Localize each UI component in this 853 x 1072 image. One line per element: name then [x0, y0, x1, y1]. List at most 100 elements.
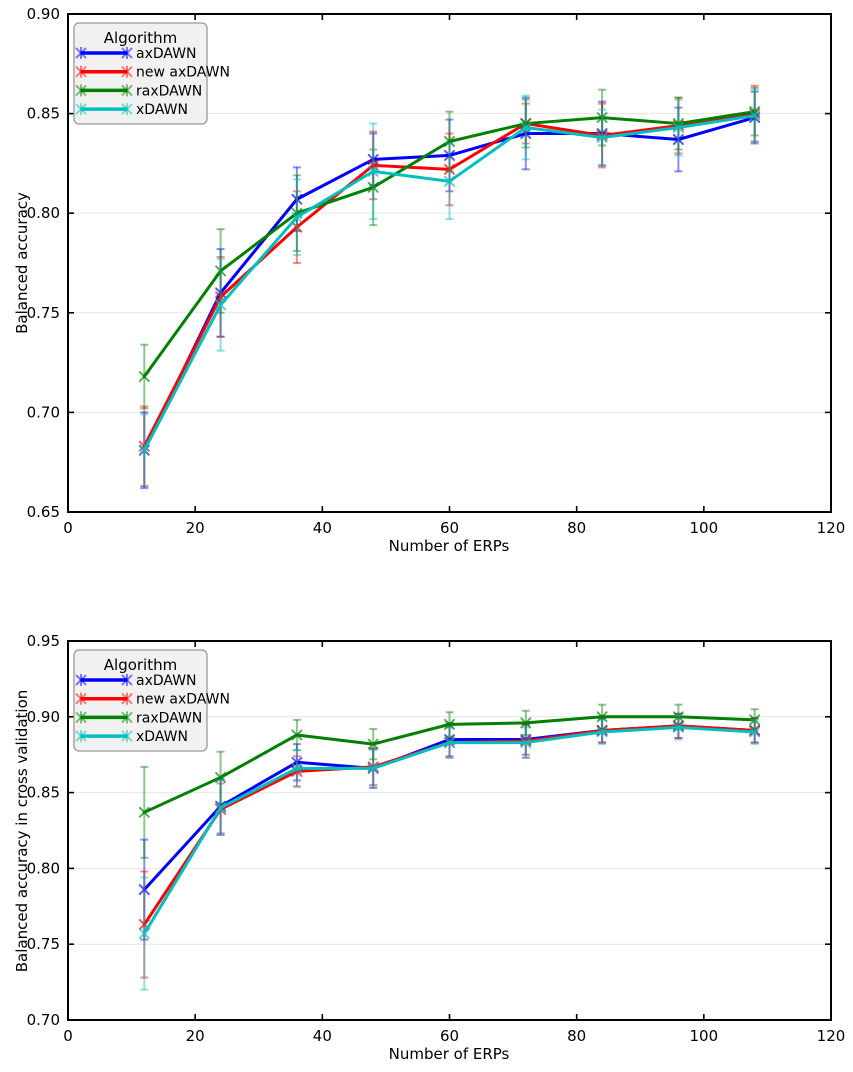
x-tick-label: 120 [817, 519, 846, 537]
data-point-marker [520, 717, 532, 729]
y-tick-label: 0.65 [27, 503, 60, 521]
x-marker-stroke [596, 132, 608, 144]
x-marker-stroke [444, 135, 455, 147]
y-tick-label: 0.80 [27, 859, 60, 877]
data-point-marker [596, 112, 608, 124]
x-marker-stroke [749, 726, 761, 738]
x-tick-label: 100 [690, 519, 719, 537]
data-point-marker [291, 762, 303, 774]
x-tick-label: 20 [186, 519, 205, 537]
data-point-marker [444, 149, 455, 161]
data-point-marker [749, 110, 761, 122]
y-tick-label: 0.75 [27, 304, 60, 322]
data-point-marker [444, 163, 455, 175]
y-tick-label: 0.95 [27, 632, 60, 650]
x-marker-stroke [138, 928, 150, 940]
data-point-marker [749, 724, 761, 736]
x-marker-stroke [596, 726, 608, 738]
legend-item-label: new axDAWN [136, 65, 230, 81]
x-marker-stroke [749, 110, 761, 122]
data-point-marker [444, 135, 455, 147]
x-marker-stroke [520, 717, 532, 729]
data-point-marker [291, 221, 303, 233]
x-marker-stroke [520, 122, 532, 134]
x-marker-stroke [215, 299, 227, 311]
x-tick-label: 120 [817, 1027, 846, 1045]
x-marker-stroke [215, 771, 227, 783]
x-marker-stroke [291, 729, 303, 741]
legend-item-label: raxDAWN [136, 710, 202, 726]
y-tick-label: 0.85 [27, 105, 60, 123]
data-point-marker [672, 721, 684, 733]
x-marker-stroke [367, 762, 379, 774]
data-point-marker [215, 299, 227, 311]
y-tick-label: 0.75 [27, 935, 60, 953]
top-chart-ylabel: Balanced accuracy [13, 192, 31, 334]
bottom-chart-ylabel: Balanced accuracy in cross validation [13, 690, 31, 973]
legend-title: Algorithm [104, 656, 177, 674]
data-point-marker [138, 444, 150, 456]
series-xDAWN [138, 714, 761, 991]
x-marker-stroke [138, 884, 150, 896]
legend-item-label: xDAWN [136, 729, 188, 745]
legend-item-label: raxDAWN [136, 83, 202, 99]
data-point-marker [520, 737, 532, 749]
x-marker-stroke [672, 721, 684, 733]
legend-handle [75, 84, 133, 97]
data-point-marker [520, 122, 532, 134]
x-tick-label: 80 [567, 1027, 586, 1045]
x-marker-stroke [520, 737, 532, 749]
series-raxDAWN [138, 86, 761, 410]
data-point-marker [367, 762, 379, 774]
data-point-marker [444, 737, 455, 749]
x-marker-stroke [520, 118, 532, 130]
legend-item-label: new axDAWN [136, 692, 230, 708]
x-marker-stroke [215, 802, 227, 814]
legend-box [73, 22, 208, 125]
x-marker-stroke [291, 193, 303, 205]
data-point-marker [138, 371, 150, 383]
x-tick-label: 0 [63, 519, 73, 537]
top-chart-xlabel: Number of ERPs [389, 537, 510, 555]
data-point-marker [672, 122, 684, 134]
legend-handle [75, 47, 133, 59]
data-point-marker [215, 802, 227, 814]
x-marker-stroke [367, 165, 379, 177]
data-point-marker [749, 726, 761, 738]
x-marker-stroke [444, 718, 455, 730]
legend-handle [75, 692, 133, 705]
x-marker-stroke [291, 207, 303, 219]
x-marker-stroke [138, 371, 150, 383]
x-marker-stroke [138, 918, 150, 930]
legend-handle [75, 103, 133, 116]
x-marker-stroke [367, 738, 379, 750]
legend-item-label: xDAWN [136, 102, 188, 118]
x-marker-stroke [291, 211, 303, 223]
top-chart-plot: 0 20 40 60 80 100 120 0.65 0.70 0.75 0.80 0.85 0.90 A… [27, 5, 846, 537]
x-tick-label: 40 [313, 1027, 332, 1045]
y-tick-label: 0.70 [27, 1011, 60, 1029]
legend-item-label: axDAWN [136, 46, 197, 62]
legend-handle [75, 730, 133, 743]
x-marker-stroke [138, 444, 150, 456]
x-marker-stroke [215, 265, 227, 277]
data-point-marker [138, 928, 150, 940]
x-marker-stroke [138, 806, 150, 818]
data-point-marker [291, 193, 303, 205]
x-tick-label: 40 [313, 519, 332, 537]
x-marker-stroke [291, 221, 303, 233]
data-point-marker [444, 718, 455, 730]
data-point-marker [215, 265, 227, 277]
x-tick-label: 0 [63, 1027, 73, 1045]
data-point-marker [596, 132, 608, 144]
x-tick-label: 60 [440, 519, 459, 537]
x-marker-stroke [749, 724, 761, 736]
data-point-marker [367, 738, 379, 750]
data-point-marker [444, 175, 455, 187]
bottom-chart: 0 20 40 60 80 100 120 0.70 0.75 0.80 0.85 0.90 0.95 A… [13, 632, 846, 1063]
x-marker-stroke [367, 181, 379, 193]
x-tick-label: 100 [690, 1027, 719, 1045]
data-point-marker [596, 726, 608, 738]
